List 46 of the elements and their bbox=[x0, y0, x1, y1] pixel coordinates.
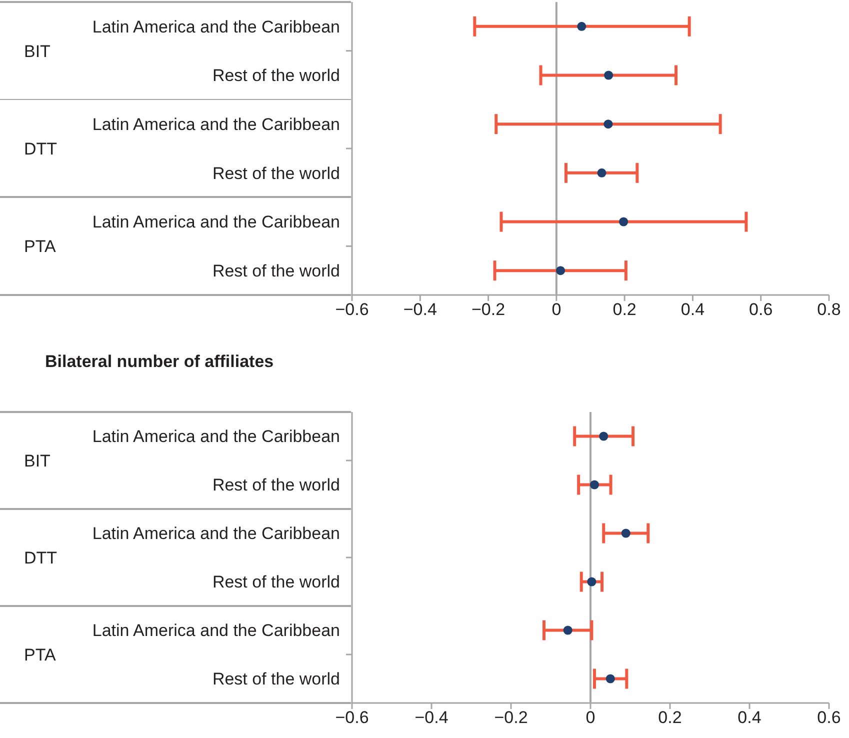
y-tick-label: Latin America and the Caribbean bbox=[92, 212, 340, 232]
point bbox=[563, 626, 572, 635]
x-tick-label: 0.2 bbox=[658, 708, 682, 728]
point bbox=[606, 674, 615, 684]
y-tick-label: Latin America and the Caribbean bbox=[92, 17, 340, 36]
y-tick-label: Rest of the world bbox=[212, 164, 340, 183]
text: PTA bbox=[24, 237, 56, 256]
point bbox=[556, 266, 566, 276]
x-tick-label: −0.6 bbox=[335, 300, 369, 320]
point bbox=[590, 480, 599, 490]
point bbox=[621, 528, 630, 538]
x-tick-label: −0.2 bbox=[472, 300, 506, 320]
text: BIT bbox=[24, 42, 50, 61]
x-tick-label: 0.4 bbox=[680, 300, 705, 320]
y-tick-label: Latin America and the Caribbean bbox=[92, 621, 340, 640]
x-tick-label: −0.2 bbox=[494, 708, 528, 728]
x-tick-label: 0 bbox=[552, 300, 562, 320]
text: BIT bbox=[24, 451, 50, 470]
y-tick-label: Rest of the world bbox=[212, 476, 340, 495]
text: DTT bbox=[24, 139, 58, 158]
y-tick-label: Rest of the world bbox=[212, 670, 340, 689]
x-tick-label: 0.6 bbox=[817, 708, 841, 728]
x-tick-label: 0 bbox=[586, 708, 596, 728]
point bbox=[619, 217, 628, 226]
y-tick-label: Latin America and the Caribbean bbox=[92, 427, 340, 446]
text: PTA bbox=[24, 645, 56, 664]
point bbox=[599, 432, 608, 441]
text: Bilateral number of affiliates bbox=[44, 351, 275, 373]
y-tick-label: Rest of the world bbox=[212, 66, 340, 86]
x-tick-label: 0.8 bbox=[817, 300, 841, 320]
text: DTT bbox=[24, 548, 58, 568]
point bbox=[587, 577, 596, 586]
x-tick-label: −0.4 bbox=[403, 300, 437, 320]
x-tick-label: −0.6 bbox=[335, 708, 369, 728]
x-tick-label: 0.4 bbox=[738, 708, 762, 728]
x-tick-label: 0.6 bbox=[749, 300, 773, 320]
point bbox=[597, 168, 606, 178]
x-tick-label: −0.4 bbox=[414, 708, 448, 728]
y-tick-label: Latin America and the Caribbean bbox=[92, 524, 340, 544]
point bbox=[604, 120, 613, 129]
point bbox=[604, 70, 614, 80]
y-tick-label: Latin America and the Caribbean bbox=[92, 115, 340, 134]
y-tick-label: Rest of the world bbox=[212, 572, 340, 592]
point bbox=[577, 22, 586, 31]
x-tick-label: 0.2 bbox=[612, 300, 636, 320]
y-tick-label: Rest of the world bbox=[212, 262, 340, 281]
